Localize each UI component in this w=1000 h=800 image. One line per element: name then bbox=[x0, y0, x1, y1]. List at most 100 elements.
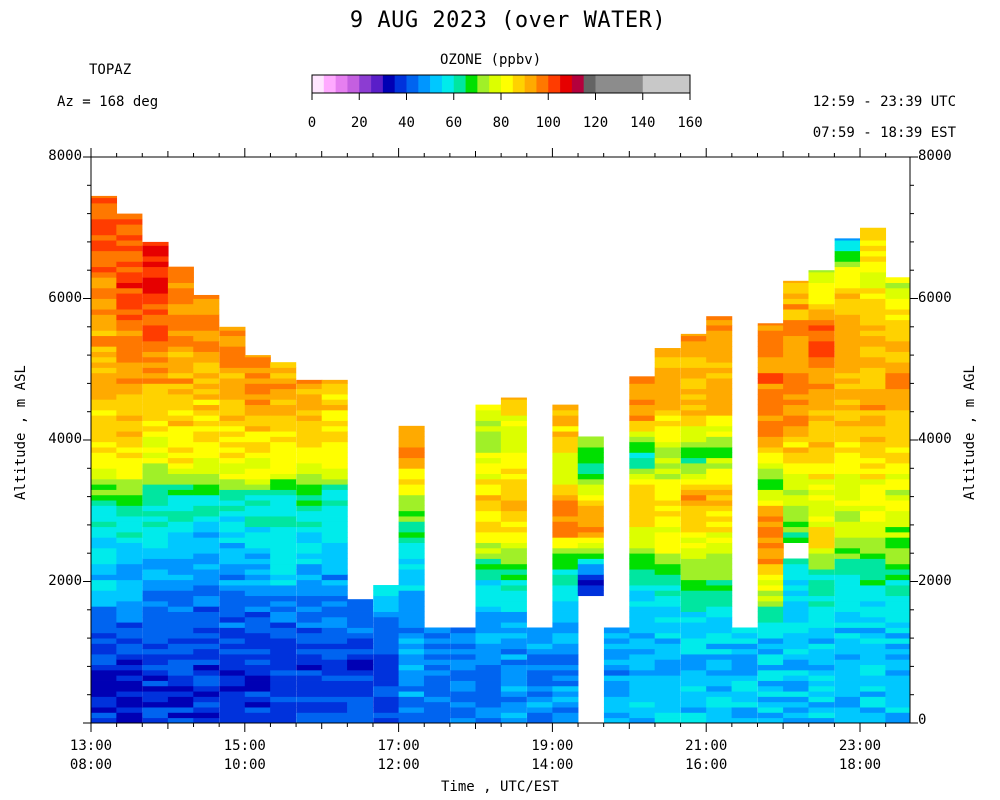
ozone-cell bbox=[398, 659, 425, 666]
ozone-cell bbox=[167, 293, 194, 299]
ozone-cell bbox=[885, 707, 911, 713]
ozone-cell bbox=[219, 335, 246, 342]
colorbar-tick-label: 60 bbox=[445, 115, 462, 131]
ozone-cell bbox=[321, 547, 348, 554]
ozone-cell bbox=[475, 505, 502, 512]
ozone-cell bbox=[783, 595, 810, 602]
ozone-cell bbox=[398, 457, 425, 464]
ozone-cell bbox=[193, 314, 220, 321]
ozone-cell bbox=[116, 462, 143, 469]
ozone-cell bbox=[552, 606, 579, 612]
ozone-cell bbox=[706, 478, 733, 485]
ozone-cell bbox=[244, 627, 271, 634]
ozone-cell bbox=[116, 468, 143, 475]
ozone-cell bbox=[885, 643, 911, 650]
ozone-cell bbox=[398, 526, 425, 533]
colorbar-tick-label: 80 bbox=[493, 115, 510, 131]
ozone-cell bbox=[834, 595, 861, 602]
ozone-cell bbox=[167, 691, 194, 697]
ozone-cell bbox=[757, 378, 784, 384]
ozone-cell bbox=[219, 701, 246, 708]
ozone-cell bbox=[680, 680, 707, 687]
colorbar-bin bbox=[453, 75, 466, 93]
ozone-cell bbox=[654, 420, 681, 427]
ozone-cell bbox=[475, 638, 502, 644]
ozone-cell bbox=[808, 521, 835, 528]
ozone-cell bbox=[270, 701, 297, 708]
ozone-cell bbox=[116, 569, 143, 575]
ozone-cell bbox=[834, 489, 861, 496]
ozone-cell bbox=[808, 425, 835, 432]
ozone-cell bbox=[193, 409, 220, 416]
ozone-cell bbox=[808, 510, 835, 517]
ozone-cell bbox=[834, 606, 861, 612]
ozone-cell bbox=[296, 383, 323, 390]
ozone-cell bbox=[219, 627, 246, 634]
ozone-cell bbox=[577, 489, 604, 496]
ozone-cell bbox=[629, 500, 656, 506]
ozone-cell bbox=[296, 627, 323, 634]
ozone-cell bbox=[527, 680, 554, 687]
ozone-cell bbox=[193, 500, 220, 506]
ozone-cell bbox=[142, 256, 169, 262]
ozone-cell bbox=[680, 521, 707, 528]
ozone-cell bbox=[706, 627, 733, 634]
ozone-cell bbox=[475, 415, 502, 421]
ozone-cell bbox=[321, 664, 348, 671]
ozone-cell bbox=[706, 415, 733, 421]
ozone-cell bbox=[116, 441, 143, 448]
ozone-cell bbox=[706, 399, 733, 406]
ozone-cell bbox=[193, 394, 220, 400]
ozone-cell bbox=[193, 701, 220, 708]
x-tick-label-utc: 19:00 bbox=[531, 738, 574, 754]
ozone-cell bbox=[808, 367, 835, 374]
ozone-cell bbox=[91, 531, 118, 538]
ozone-cell bbox=[757, 404, 784, 411]
ozone-cell bbox=[270, 654, 297, 660]
ozone-cell bbox=[629, 712, 656, 719]
ozone-cell bbox=[167, 478, 194, 485]
ozone-cell bbox=[527, 664, 554, 671]
ozone-cell bbox=[757, 478, 784, 485]
ozone-cell bbox=[500, 494, 527, 501]
ozone-cell bbox=[808, 452, 835, 459]
ozone-cell bbox=[321, 510, 348, 517]
ozone-cell bbox=[373, 701, 400, 708]
ozone-cell bbox=[808, 664, 835, 671]
ozone-cell bbox=[167, 563, 194, 570]
ozone-cell bbox=[552, 420, 579, 427]
ozone-cell bbox=[885, 394, 911, 400]
ozone-cell bbox=[193, 372, 220, 379]
ozone-cell bbox=[244, 510, 271, 517]
ozone-cell bbox=[860, 648, 887, 655]
ozone-cell bbox=[680, 531, 707, 538]
ozone-cell bbox=[654, 611, 681, 618]
ozone-cell bbox=[296, 600, 323, 607]
ozone-cell bbox=[91, 261, 118, 268]
ozone-cell bbox=[270, 362, 297, 368]
ozone-cell bbox=[219, 654, 246, 660]
ozone-cell bbox=[219, 521, 246, 528]
ozone-cell bbox=[885, 436, 911, 443]
ozone-cell bbox=[116, 606, 143, 612]
ozone-cell bbox=[475, 669, 502, 676]
ozone-cell bbox=[860, 537, 887, 543]
ozone-cell bbox=[193, 622, 220, 628]
ozone-cell bbox=[91, 547, 118, 554]
ozone-cell bbox=[629, 489, 656, 496]
ozone-cell bbox=[398, 436, 425, 443]
ozone-cell bbox=[680, 516, 707, 522]
ozone-cell bbox=[347, 691, 374, 697]
ozone-cell bbox=[783, 404, 810, 411]
ozone-cell bbox=[244, 696, 271, 703]
ozone-cell bbox=[680, 415, 707, 421]
ozone-cell bbox=[527, 717, 554, 724]
colorbar-bin bbox=[595, 75, 644, 93]
ozone-cell bbox=[244, 680, 271, 687]
ozone-cell bbox=[731, 712, 758, 719]
ozone-cell bbox=[680, 473, 707, 480]
ozone-cell bbox=[116, 585, 143, 591]
ozone-cell bbox=[706, 431, 733, 437]
ozone-cell bbox=[423, 701, 451, 708]
x-tick-label-est: 10:00 bbox=[223, 757, 266, 773]
